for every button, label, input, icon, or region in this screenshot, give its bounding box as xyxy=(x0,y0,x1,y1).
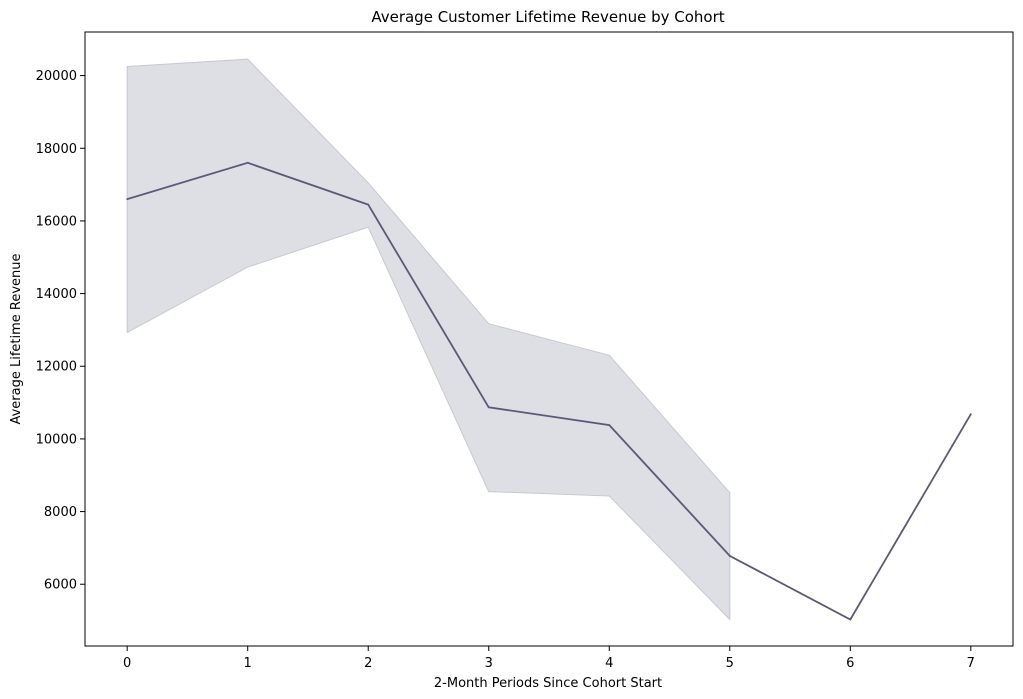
y-axis: 6000 8000 10000 12000 14000 16000 18000 20000 xyxy=(36,69,85,593)
y-tick-label: 8000 xyxy=(44,505,77,520)
data-point xyxy=(608,424,611,426)
y-tick-label: 12000 xyxy=(36,360,77,375)
series-line xyxy=(126,161,972,621)
data-point xyxy=(849,618,852,621)
y-axis-title: Average Lifetime Revenue xyxy=(9,253,24,424)
x-tick-label: 7 xyxy=(967,656,975,671)
data-point xyxy=(367,203,370,206)
plot-frame xyxy=(84,31,1014,647)
y-tick-label: 18000 xyxy=(36,142,77,157)
x-tick-label: 1 xyxy=(244,656,252,671)
x-tick-label: 3 xyxy=(485,656,493,671)
confidence-band-layer xyxy=(126,58,731,621)
y-tick-label: 16000 xyxy=(36,214,77,229)
data-point xyxy=(969,413,972,416)
y-tick-label: 14000 xyxy=(36,287,77,302)
x-tick-label: 5 xyxy=(726,656,734,671)
y-tick-label: 20000 xyxy=(36,69,77,84)
confidence-band xyxy=(126,58,731,621)
y-tick-label: 10000 xyxy=(36,432,77,447)
data-point xyxy=(728,555,731,557)
x-tick-label: 6 xyxy=(846,656,854,671)
series-line-layer xyxy=(126,161,972,621)
data-point xyxy=(126,198,129,201)
x-axis-title: 2-Month Periods Since Cohort Start xyxy=(434,676,662,691)
y-tick-label: 6000 xyxy=(44,578,77,593)
x-tick-label: 4 xyxy=(605,656,613,671)
chart-title: Average Customer Lifetime Revenue by Coh… xyxy=(371,8,724,26)
data-point xyxy=(487,406,490,409)
x-tick-label: 0 xyxy=(123,656,131,671)
data-point xyxy=(246,161,249,164)
x-axis: 0 1 2 3 4 5 6 7 xyxy=(123,646,975,671)
x-tick-label: 2 xyxy=(364,656,372,671)
